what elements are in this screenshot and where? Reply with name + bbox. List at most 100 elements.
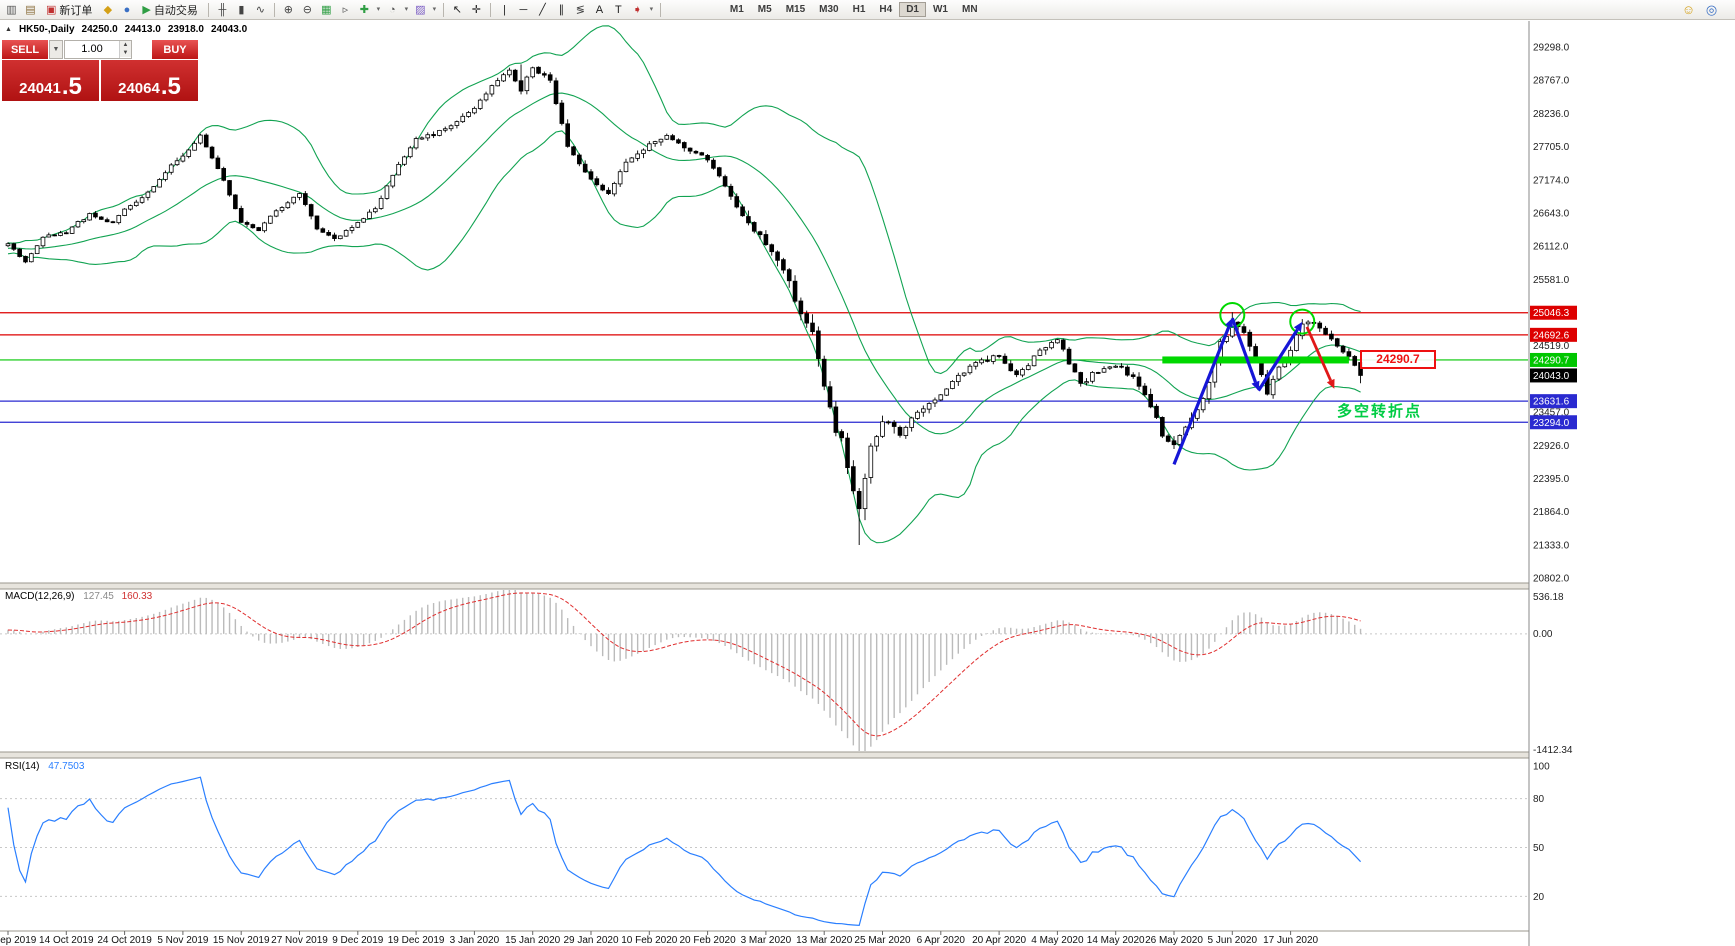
templates-icon[interactable]: ▨ [415, 3, 426, 16]
rsi-pane [0, 776, 1528, 927]
timeframe-H1[interactable]: H1 [852, 4, 866, 15]
volume-up-button[interactable]: ▲ [120, 41, 131, 49]
timeframe-M30[interactable]: M30 [819, 4, 839, 15]
volume-input[interactable]: 1.00 [81, 43, 103, 55]
dropdown-caret-icon[interactable]: ▾ [376, 5, 381, 13]
toolbar: ▥ ▤ ▣ 新订单 ◆ ● ▶ 自动交易 ╫ ▮ ∿ ⊕ ⊖ ▦ ▹ ✚ ▾ ◔ ▾ ▨ ▾ ↖ ✛ | ─ ╱ ∥ ≶ A T ➧ ▾ M1 M… [0, 0, 1735, 20]
arrows-icon[interactable]: ➧ [632, 3, 642, 16]
new-chart-icon[interactable]: ▥ [6, 3, 17, 16]
svg-text:20802.0: 20802.0 [1533, 574, 1570, 585]
svg-text:25046.3: 25046.3 [1533, 308, 1570, 319]
sell-price-box[interactable]: 24041 .5 [2, 60, 99, 101]
svg-text:24290.7: 24290.7 [1533, 355, 1570, 366]
timeframe-group: M1 M5 M15 M30 H1 H4 D1 W1 MN [723, 2, 985, 17]
pivot-level-bar[interactable] [1162, 356, 1349, 364]
svg-text:29298.0: 29298.0 [1533, 43, 1570, 54]
svg-text:536.18: 536.18 [1533, 592, 1564, 603]
sell-price-fraction: .5 [61, 72, 82, 100]
rsi-value: 47.7503 [48, 761, 85, 772]
channel-icon[interactable]: ∥ [558, 3, 565, 16]
svg-text:20: 20 [1533, 892, 1545, 903]
new-order-button[interactable]: ▣ 新订单 [40, 2, 98, 18]
dropdown-caret-icon[interactable]: ▾ [649, 5, 654, 13]
ohlc-open: 24250.0 [81, 24, 118, 35]
community-globe-icon[interactable]: ● [123, 3, 131, 16]
collapse-panel-icon[interactable]: ▲ [5, 26, 12, 33]
volume-field: 1.00 ▲ ▼ [64, 40, 132, 59]
chart-annotations[interactable] [1172, 302, 1335, 465]
periods-icon[interactable]: ◔ [389, 3, 396, 16]
svg-text:3 Mar 2020: 3 Mar 2020 [741, 935, 792, 946]
text-icon[interactable]: A [595, 3, 604, 16]
timeframe-D1[interactable]: D1 [899, 2, 926, 17]
svg-text:3 Jan 2020: 3 Jan 2020 [450, 935, 500, 946]
volume-down-button[interactable]: ▼ [120, 49, 131, 57]
svg-text:25581.0: 25581.0 [1533, 275, 1570, 286]
fibonacci-icon[interactable]: ≶ [575, 3, 585, 16]
text-label-icon[interactable]: T [615, 3, 622, 16]
community-smiley-icon[interactable]: ☺ [1681, 1, 1696, 17]
zoom-in-icon[interactable]: ⊕ [283, 3, 293, 16]
profiles-icon[interactable]: ▤ [25, 3, 36, 16]
autotrading-button-label: 自动交易 [153, 4, 198, 17]
autotrading-button[interactable]: ▶ 自动交易 [136, 2, 203, 18]
new-order-button-icon: ▣ [46, 4, 57, 16]
new-order-button-label: 新订单 [59, 4, 93, 17]
trendline-icon[interactable]: ╱ [539, 3, 546, 16]
crosshair-icon[interactable]: ✛ [471, 3, 481, 16]
toolbar-right-icons: ☺ ◎ [1679, 2, 1721, 18]
indicators-icon[interactable]: ✚ [359, 3, 369, 16]
svg-text:27 Nov 2019: 27 Nov 2019 [271, 935, 328, 946]
metaeditor-icon[interactable]: ◆ [103, 3, 113, 16]
line-chart-icon[interactable]: ∿ [255, 3, 265, 16]
macd-main-value: 127.45 [83, 591, 114, 602]
svg-text:28236.0: 28236.0 [1533, 109, 1570, 120]
buy-price-box[interactable]: 24064 .5 [101, 60, 198, 101]
svg-text:15 Jan 2020: 15 Jan 2020 [505, 935, 560, 946]
timeframe-M5[interactable]: M5 [757, 4, 772, 15]
pivot-annotation-text[interactable]: 多空转折点 [1337, 403, 1423, 420]
buy-price: 24064 [118, 79, 160, 97]
macd-name: MACD(12,26,9) [5, 591, 75, 602]
toolbar-separator [442, 2, 444, 17]
pane-separators[interactable] [0, 582, 1578, 932]
tile-windows-icon[interactable]: ▦ [321, 3, 332, 16]
horizontal-line-icon[interactable]: ─ [519, 3, 528, 16]
zoom-out-icon[interactable]: ⊖ [302, 3, 312, 16]
svg-text:24692.6: 24692.6 [1533, 330, 1570, 341]
timeframe-H4[interactable]: H4 [879, 4, 893, 15]
svg-text:14 Oct 2019: 14 Oct 2019 [39, 935, 94, 946]
search-icon[interactable]: ◎ [1705, 1, 1718, 17]
svg-text:20 Apr 2020: 20 Apr 2020 [972, 935, 1026, 946]
svg-text:24519.0: 24519.0 [1533, 341, 1570, 352]
timeframe-M15[interactable]: M15 [785, 4, 806, 15]
svg-text:23631.6: 23631.6 [1533, 397, 1570, 408]
price-callout-label[interactable]: 24290.7 [1360, 350, 1436, 369]
timeframe-W1[interactable]: W1 [932, 4, 948, 15]
buy-button[interactable]: BUY [152, 40, 198, 59]
volume-dropdown-button[interactable]: ▼ [49, 40, 63, 59]
vertical-line-icon[interactable]: | [502, 3, 506, 16]
dropdown-caret-icon[interactable]: ▾ [404, 5, 409, 13]
dropdown-caret-icon[interactable]: ▾ [432, 5, 437, 13]
one-click-trading-panel: SELL ▼ 1.00 ▲ ▼ BUY 24041 .5 24064 .5 [2, 40, 198, 101]
svg-text:23294.0: 23294.0 [1533, 418, 1570, 429]
bar-chart-icon[interactable]: ╫ [218, 3, 227, 16]
toolbar-separator [273, 2, 275, 17]
toolbar-separator [659, 2, 661, 17]
price-scale[interactable]: 29298.0 28767.0 28236.0 27705.0 27174.0 26643… [1528, 21, 1735, 946]
chart-shift-icon[interactable]: ▹ [342, 3, 349, 16]
timeframe-M1[interactable]: M1 [729, 4, 744, 15]
svg-text:19 Dec 2019: 19 Dec 2019 [388, 935, 445, 946]
sell-button[interactable]: SELL [2, 40, 48, 59]
cursor-icon[interactable]: ↖ [452, 3, 462, 16]
svg-text:27705.0: 27705.0 [1533, 142, 1570, 153]
horizontal-level-lines[interactable] [0, 312, 1528, 423]
timeframe-MN[interactable]: MN [961, 4, 978, 15]
svg-text:100: 100 [1533, 762, 1550, 773]
candlestick-chart-icon[interactable]: ▮ [238, 3, 245, 16]
chart-background [0, 21, 1735, 946]
svg-text:30 Sep 2019: 30 Sep 2019 [0, 935, 37, 946]
